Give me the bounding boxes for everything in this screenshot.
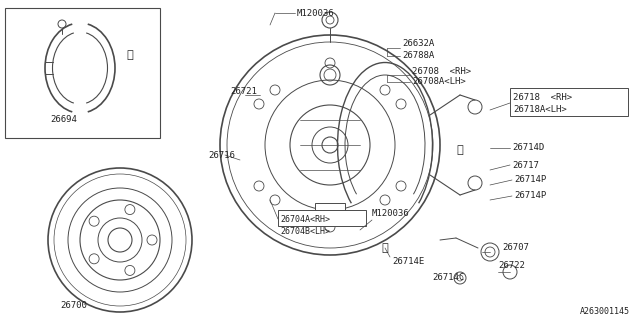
Text: 26704A<RH>: 26704A<RH> (280, 214, 330, 223)
Bar (5, 8, 160, 138)
Text: 26632A: 26632A (402, 39, 435, 49)
Text: 26700: 26700 (60, 301, 87, 310)
Text: 26718A<LH>: 26718A<LH> (513, 105, 567, 114)
Text: 26714C: 26714C (432, 274, 464, 283)
Text: 26714D: 26714D (512, 143, 544, 153)
Text: ①: ① (381, 243, 388, 253)
Text: ①: ① (456, 145, 463, 155)
Text: 26721: 26721 (230, 87, 257, 97)
Text: 26717: 26717 (512, 161, 539, 170)
Bar (278, 210, 366, 226)
Text: 26714P: 26714P (514, 175, 547, 185)
Text: M120036: M120036 (297, 9, 335, 18)
Text: 26704B<LH>: 26704B<LH> (280, 228, 330, 236)
Bar (315, 203, 345, 217)
Text: A263001145: A263001145 (580, 308, 630, 316)
Text: 26694: 26694 (50, 116, 77, 124)
Bar (510, 88, 628, 116)
Text: 26707: 26707 (502, 244, 529, 252)
Text: 26708A<LH>: 26708A<LH> (412, 77, 466, 86)
Text: 26718  <RH>: 26718 <RH> (513, 92, 572, 101)
Text: 26708  <RH>: 26708 <RH> (412, 67, 471, 76)
Text: M120036: M120036 (372, 210, 410, 219)
Text: 26722: 26722 (498, 260, 525, 269)
Text: 26716: 26716 (208, 150, 235, 159)
Text: 26714E: 26714E (392, 257, 424, 266)
Text: ①: ① (127, 50, 133, 60)
Text: 26714P: 26714P (514, 191, 547, 201)
Text: 26788A: 26788A (402, 52, 435, 60)
